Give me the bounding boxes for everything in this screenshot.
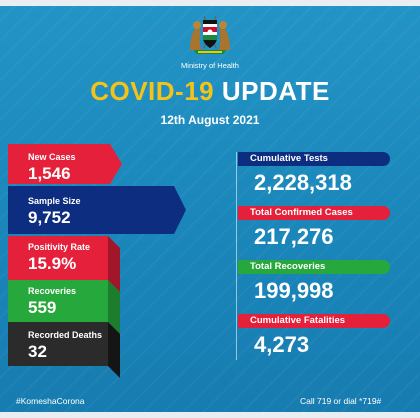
hashtag: #KomeshaCorona [16, 396, 85, 406]
new-cases-value: 1,546 [28, 164, 71, 183]
report-date: 12th August 2021 [160, 113, 260, 127]
sample-size-value: 9,752 [28, 208, 71, 227]
hotline: Call 719 or dial *719# [300, 396, 382, 406]
cumulative-fatalities-value: 4,273 [254, 332, 310, 357]
vertical-divider [236, 152, 237, 360]
title-covid: COVID-19 [90, 76, 215, 106]
title-update: UPDATE [221, 76, 330, 106]
coat-of-arms-emblem [190, 15, 230, 54]
cumulative-tests-value: 2,228,318 [254, 170, 352, 195]
sample-size-label: Sample Size [28, 196, 81, 206]
ribbon-recoveries [8, 280, 108, 322]
recorded-deaths-value: 32 [28, 342, 47, 361]
cumulative-tests-label: Cumulative Tests [238, 152, 390, 166]
top-border [0, 0, 420, 6]
page-title: COVID-19 UPDATE [0, 76, 420, 107]
recorded-deaths-label: Recorded Deaths [28, 330, 103, 340]
total-recoveries-label: Total Recoveries [238, 260, 390, 274]
ribbon-deaths [8, 322, 108, 366]
total-recoveries-value: 199,998 [254, 278, 334, 303]
new-cases-label: New Cases [28, 152, 76, 162]
total-confirmed-value: 217,276 [254, 224, 334, 249]
recoveries-value: 559 [28, 298, 57, 317]
ministry-name: Ministry of Health [181, 61, 239, 70]
total-confirmed-label: Total Confirmed Cases [238, 206, 390, 220]
positivity-rate-label: Positivity Rate [28, 242, 91, 252]
recoveries-label: Recoveries [28, 286, 77, 296]
cumulative-fatalities-label: Cumulative Fatalities [238, 314, 390, 328]
ribbon-positivity [8, 236, 108, 280]
bottom-border [0, 412, 420, 418]
ribbon-new-cases [8, 144, 122, 184]
positivity-rate-value: 15.9% [28, 254, 77, 273]
ribbon-sample-size [8, 186, 186, 234]
